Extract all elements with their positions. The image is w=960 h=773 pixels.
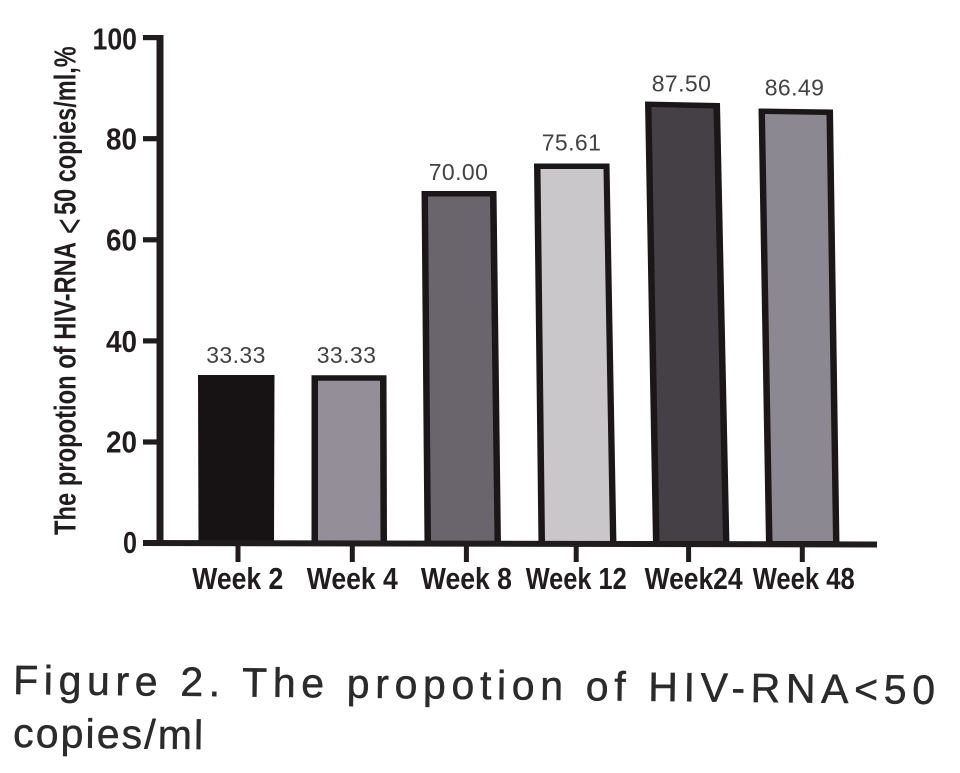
svg-text:33.33: 33.33 bbox=[317, 342, 377, 368]
svg-text:87.50: 87.50 bbox=[652, 71, 712, 97]
svg-text:Week 2: Week 2 bbox=[192, 561, 283, 596]
svg-text:80: 80 bbox=[106, 121, 137, 156]
svg-text:60: 60 bbox=[106, 223, 137, 258]
svg-text:Week 48: Week 48 bbox=[753, 561, 855, 596]
svg-text:Week 4: Week 4 bbox=[307, 561, 399, 596]
svg-text:0: 0 bbox=[123, 525, 137, 560]
svg-text:50 copies/ml,%: 50 copies/ml,% bbox=[48, 46, 83, 215]
svg-text:Week 8: Week 8 bbox=[421, 561, 512, 596]
svg-text:Week 12: Week 12 bbox=[526, 561, 627, 596]
svg-text:<: < bbox=[46, 219, 93, 235]
svg-text:33.33: 33.33 bbox=[206, 342, 266, 368]
svg-text:The propotion of HIV-RNA: The propotion of HIV-RNA bbox=[48, 242, 83, 535]
svg-text:40: 40 bbox=[106, 324, 137, 359]
svg-text:75.61: 75.61 bbox=[542, 130, 602, 156]
svg-text:copies/ml: copies/ml bbox=[13, 710, 203, 758]
svg-text:Week24: Week24 bbox=[645, 561, 744, 596]
svg-text:20: 20 bbox=[106, 425, 137, 460]
svg-text:100: 100 bbox=[93, 21, 138, 56]
svg-text:70.00: 70.00 bbox=[429, 159, 489, 185]
svg-text:86.49: 86.49 bbox=[765, 75, 825, 101]
